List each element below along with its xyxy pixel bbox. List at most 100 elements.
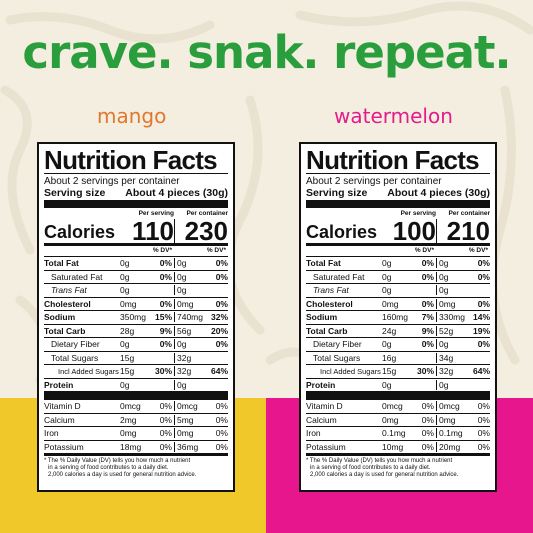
nutrient-name: Total Fat: [306, 258, 341, 269]
calories-label: Calories: [44, 222, 116, 242]
amount-per-serving: 0g: [120, 258, 130, 269]
nutrition-label: Nutrition Facts About 2 servings per cont…: [37, 142, 235, 492]
amount-per-serving: 350mg: [120, 312, 146, 323]
amount-per-container: 0g: [436, 271, 466, 282]
vitamin-name: Potassium: [306, 441, 346, 452]
nutrient-row: Dietary Fiber 0g 0% 0g 0%: [306, 337, 490, 351]
amount-per-serving: 0g: [120, 379, 130, 390]
amount-per-serving: 0g: [120, 271, 130, 282]
amount-per-container: 0g: [174, 379, 204, 390]
nutrient-name: Protein: [44, 379, 74, 390]
vitamin-row: Potassium 10mg 0% 20mg 0%: [306, 439, 490, 454]
amount-per-container: 5mg: [174, 414, 204, 425]
dv-per-container: 0%: [477, 401, 490, 412]
per-container-header: Per container: [186, 210, 228, 217]
nutrient-row: Cholesterol 0mg 0% 0mg 0%: [306, 296, 490, 311]
dv-per-container: 0%: [215, 414, 228, 425]
nutrient-name: Saturated Fat: [51, 271, 103, 282]
dv-per-serving: 0%: [159, 428, 172, 439]
vitamin-name: Iron: [306, 428, 321, 439]
nutrient-row: Trans Fat 0g 0g: [44, 283, 228, 297]
amount-per-container: 34g: [436, 352, 466, 363]
dv-per-container: 64%: [472, 366, 490, 377]
dv-per-container: 32%: [210, 312, 228, 323]
serving-size-row: Serving size About 4 pieces (30g): [44, 187, 228, 200]
nutrient-row: Total Sugars 16g 34g: [306, 350, 490, 365]
servings-per-container: About 2 servings per container: [306, 176, 442, 187]
nutrient-row: Protein 0g 0g: [44, 377, 228, 392]
nutrient-row: Incl Added Sugars 15g 30% 32g 64%: [306, 364, 490, 378]
amount-per-serving: 0.1mg: [382, 428, 406, 439]
nutrient-name: Trans Fat: [51, 285, 87, 296]
nutrient-row: Dietary Fiber 0g 0% 0g 0%: [44, 337, 228, 351]
amount-per-container: 0mg: [436, 298, 466, 309]
nutrient-row: Total Carb 28g 9% 56g 20%: [44, 323, 228, 338]
serving-size-label: Serving size: [44, 187, 106, 199]
amount-per-serving: 0mg: [120, 298, 137, 309]
amount-per-serving: 0g: [382, 258, 392, 269]
vitamin-name: Iron: [44, 428, 59, 439]
amount-per-container: 0mcg: [436, 401, 466, 412]
amount-per-container: 0g: [436, 379, 466, 390]
nutrient-name: Cholesterol: [44, 298, 91, 309]
servings-per-container: About 2 servings per container: [44, 176, 180, 187]
calories-per-serving: 100: [392, 216, 436, 246]
amount-per-serving: 0mg: [382, 414, 399, 425]
serving-size-row: Serving size About 4 pieces (30g): [306, 187, 490, 200]
vitamin-row: Vitamin D 0mcg 0% 0mcg 0%: [44, 399, 228, 413]
amount-per-serving: 2mg: [120, 414, 137, 425]
nutrient-row: Total Fat 0g 0% 0g 0%: [306, 256, 490, 270]
nutrient-row: Saturated Fat 0g 0% 0g 0%: [44, 269, 228, 284]
amount-per-container: 56g: [174, 325, 204, 336]
dv-per-serving: 0%: [421, 271, 434, 282]
nutrient-name: Incl Added Sugars: [320, 366, 381, 376]
nutrient-name: Saturated Fat: [313, 271, 365, 282]
vitamin-name: Potassium: [44, 441, 84, 452]
amount-per-container: 330mg: [436, 312, 466, 323]
amount-per-serving: 24g: [382, 325, 397, 336]
dv-per-serving: 0%: [159, 414, 172, 425]
vitamin-row: Vitamin D 0mcg 0% 0mcg 0%: [306, 399, 490, 413]
amount-per-container: 32g: [174, 352, 204, 363]
nutrition-facts-title: Nutrition Facts: [306, 145, 480, 175]
dv-per-serving: 15%: [154, 312, 172, 323]
dv-per-serving: 0%: [421, 441, 434, 452]
amount-per-container: 0g: [436, 258, 466, 269]
amount-per-serving: 16g: [382, 352, 397, 363]
amount-per-serving: 0g: [382, 379, 392, 390]
calories-row: Calories 100 210: [306, 216, 490, 246]
vitamin-rows: Vitamin D 0mcg 0% 0mcg 0% Calcium 2mg 0% 5mg 0% Ir…: [44, 399, 228, 453]
dv-per-serving: 9%: [159, 325, 172, 336]
amount-per-container: 0g: [436, 285, 466, 296]
nutrient-name: Protein: [306, 379, 336, 390]
nutrition-label: Nutrition Facts About 2 servings per cont…: [299, 142, 497, 492]
calorie-column-headers: Per serving Per container: [306, 208, 490, 218]
nutrient-name: Total Sugars: [313, 352, 361, 363]
nutrient-name: Incl Added Sugars: [58, 366, 119, 376]
vitamin-name: Vitamin D: [44, 401, 81, 412]
nutrient-rows: Total Fat 0g 0% 0g 0% Saturated Fat 0g 0% 0g 0% Tr…: [44, 256, 228, 391]
amount-per-serving: 15g: [120, 352, 135, 363]
dv-per-container: 0%: [215, 428, 228, 439]
amount-per-serving: 0g: [382, 271, 392, 282]
nutrient-name: Total Carb: [44, 325, 86, 336]
amount-per-serving: 0mg: [120, 428, 137, 439]
nutrient-row: Total Fat 0g 0% 0g 0%: [44, 256, 228, 270]
dv-per-container: 0%: [477, 298, 490, 309]
dv-per-serving: 7%: [421, 312, 434, 323]
serving-size-label: Serving size: [306, 187, 368, 199]
vitamin-row: Calcium 2mg 0% 5mg 0%: [44, 412, 228, 427]
amount-per-container: 0mcg: [174, 401, 204, 412]
amount-per-container: 52g: [436, 325, 466, 336]
dv-per-container: 0%: [215, 271, 228, 282]
dv-per-container: 0%: [215, 339, 228, 350]
nutrient-name: Total Carb: [306, 325, 348, 336]
nutrient-row: Incl Added Sugars 15g 30% 32g 64%: [44, 364, 228, 378]
amount-per-serving: 160mg: [382, 312, 408, 323]
dv-per-container: 0%: [477, 441, 490, 452]
amount-per-serving: 0mg: [382, 298, 399, 309]
amount-per-container: 0mg: [436, 414, 466, 425]
amount-per-container: 36mg: [174, 441, 204, 452]
calories-row: Calories 110 230: [44, 218, 228, 244]
